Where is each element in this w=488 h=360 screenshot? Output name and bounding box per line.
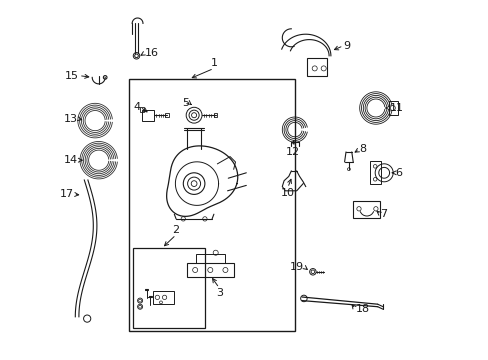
Text: 5: 5 [182, 98, 188, 108]
Bar [369, 161, 380, 184]
Bar [152, 291, 174, 304]
Text: 16: 16 [144, 48, 158, 58]
Text: 7: 7 [380, 209, 387, 219]
Text: 18: 18 [355, 304, 369, 314]
Text: 11: 11 [389, 103, 403, 113]
Bar [213, 113, 217, 117]
Text: 2: 2 [172, 225, 179, 235]
Text: 6: 6 [395, 168, 402, 178]
Text: 14: 14 [64, 155, 78, 165]
Bar [140, 107, 144, 112]
Text: 13: 13 [64, 114, 78, 124]
Bar [352, 201, 380, 218]
Text: 9: 9 [343, 41, 350, 51]
Bar [196, 254, 224, 263]
Bar [186, 263, 233, 277]
Text: 19: 19 [289, 262, 304, 272]
Bar [133, 248, 204, 328]
Text: 8: 8 [359, 144, 366, 154]
Text: 15: 15 [65, 71, 79, 81]
Bar [387, 101, 397, 115]
Bar [165, 113, 168, 117]
Bar [129, 79, 294, 331]
Text: 10: 10 [280, 188, 294, 198]
Text: 3: 3 [215, 288, 223, 298]
Bar [307, 58, 326, 76]
Bar [142, 110, 154, 121]
Text: 4: 4 [133, 102, 140, 112]
Text: 1: 1 [210, 58, 217, 68]
Text: 17: 17 [59, 189, 73, 199]
Text: 12: 12 [285, 147, 300, 157]
